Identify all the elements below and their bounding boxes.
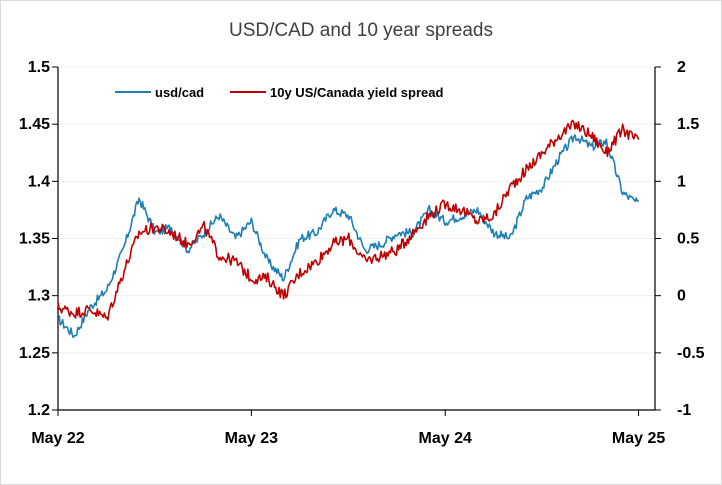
y-right-tick-label: -1 bbox=[677, 402, 691, 419]
gridlines bbox=[58, 66, 655, 411]
y-left-tick-label: 1.45 bbox=[19, 116, 50, 133]
y-right-tick-label: 0.5 bbox=[677, 231, 699, 248]
chart-title: USD/CAD and 10 year spreads bbox=[228, 20, 493, 41]
y-left-tick-label: 1.5 bbox=[28, 59, 50, 76]
x-tick-label: May 25 bbox=[612, 430, 665, 447]
y-right-tick-label: 0 bbox=[677, 288, 686, 305]
y-right-tick-label: 1 bbox=[677, 173, 686, 190]
series-line-yield-spread bbox=[57, 119, 640, 321]
y-right-tick-label: 2 bbox=[677, 59, 686, 76]
y-left-tick-label: 1.25 bbox=[19, 345, 50, 362]
tick-labels: 1.2 1.25 1.3 1.35 1.4 1.45 1.5 -1 -0.5 0 0.5 1 1.5 2 M… bbox=[19, 59, 705, 447]
series-lines bbox=[57, 119, 640, 339]
y-left-tick-label: 1.2 bbox=[28, 402, 50, 419]
y-left-tick-label: 1.35 bbox=[19, 231, 50, 248]
legend-label: 10y US/Canada yield spread bbox=[270, 85, 443, 100]
y-left-tick-label: 1.3 bbox=[28, 288, 50, 305]
axes bbox=[52, 66, 661, 416]
legend: usd/cad 10y US/Canada yield spread bbox=[115, 85, 443, 100]
y-right-tick-label: 1.5 bbox=[677, 116, 699, 133]
series-line-usd-cad bbox=[57, 134, 640, 339]
x-tick-label: May 24 bbox=[419, 430, 472, 447]
x-tick-label: May 22 bbox=[31, 430, 84, 447]
legend-label: usd/cad bbox=[155, 85, 204, 100]
y-right-tick-label: -0.5 bbox=[677, 345, 705, 362]
x-tick-label: May 23 bbox=[225, 430, 278, 447]
y-left-tick-label: 1.4 bbox=[28, 173, 50, 190]
